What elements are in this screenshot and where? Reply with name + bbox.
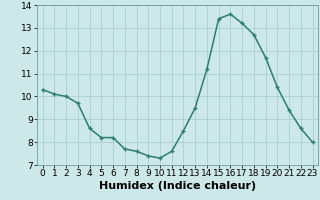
X-axis label: Humidex (Indice chaleur): Humidex (Indice chaleur) (99, 181, 256, 191)
